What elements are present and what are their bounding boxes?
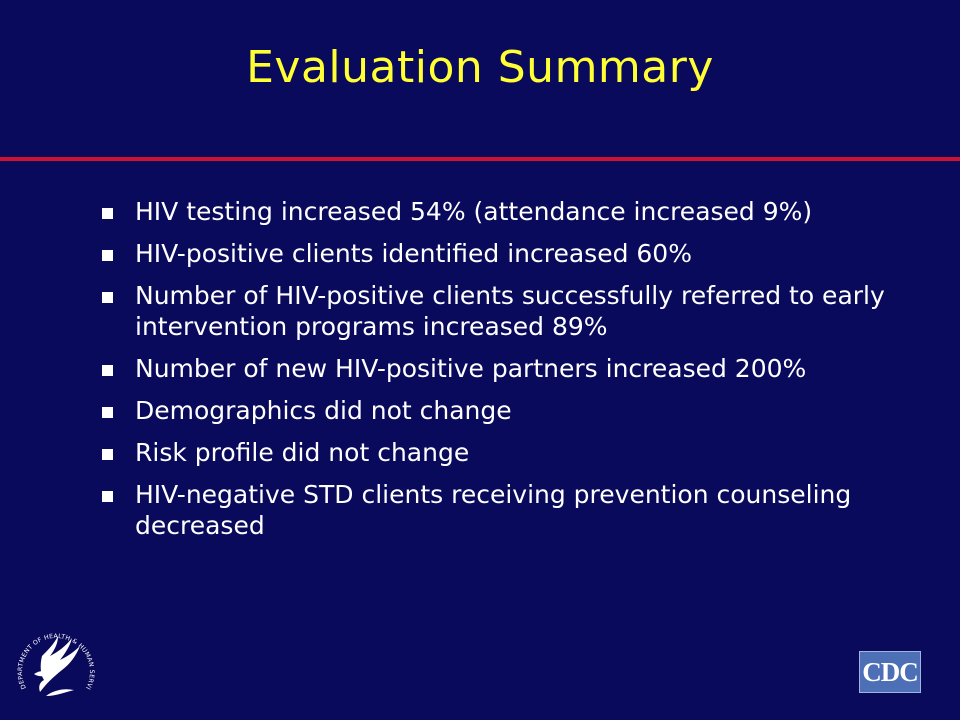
hhs-eagle-seal-icon: DEPARTMENT OF HEALTH & HUMAN SERVICES · …: [10, 618, 95, 696]
bullet-list: HIV testing increased 54% (attendance in…: [100, 196, 920, 552]
bullet-item: Risk profile did not change: [100, 437, 920, 468]
square-bullet-icon: [102, 250, 113, 261]
cdc-logo: CDC: [859, 651, 921, 693]
bullet-text: Demographics did not change: [135, 396, 512, 425]
bullet-text: Number of new HIV-positive partners incr…: [135, 354, 807, 383]
square-bullet-icon: [102, 292, 113, 303]
svg-text:DEPARTMENT OF HEALTH & HUMAN S: DEPARTMENT OF HEALTH & HUMAN SERVICES · …: [10, 618, 95, 691]
bullet-text: HIV-positive clients identified increase…: [135, 239, 692, 268]
bullet-item: Number of new HIV-positive partners incr…: [100, 353, 920, 384]
bullet-item: HIV testing increased 54% (attendance in…: [100, 196, 920, 227]
cdc-logo-text: CDC: [862, 656, 918, 687]
title-divider: [0, 157, 960, 161]
square-bullet-icon: [102, 449, 113, 460]
square-bullet-icon: [102, 407, 113, 418]
square-bullet-icon: [102, 491, 113, 502]
bullet-item: Demographics did not change: [100, 395, 920, 426]
bullet-text: Number of HIV-positive clients successfu…: [135, 281, 885, 341]
bullet-item: HIV-positive clients identified increase…: [100, 238, 920, 269]
bullet-text: Risk profile did not change: [135, 438, 470, 467]
bullet-item: Number of HIV-positive clients successfu…: [100, 280, 920, 342]
square-bullet-icon: [102, 365, 113, 376]
square-bullet-icon: [102, 208, 113, 219]
bullet-text: HIV-negative STD clients receiving preve…: [135, 480, 852, 540]
bullet-text: HIV testing increased 54% (attendance in…: [135, 197, 813, 226]
bullet-item: HIV-negative STD clients receiving preve…: [100, 479, 920, 541]
slide-title: Evaluation Summary: [246, 42, 714, 93]
hhs-seal-text: DEPARTMENT OF HEALTH & HUMAN SERVICES · …: [10, 618, 95, 691]
